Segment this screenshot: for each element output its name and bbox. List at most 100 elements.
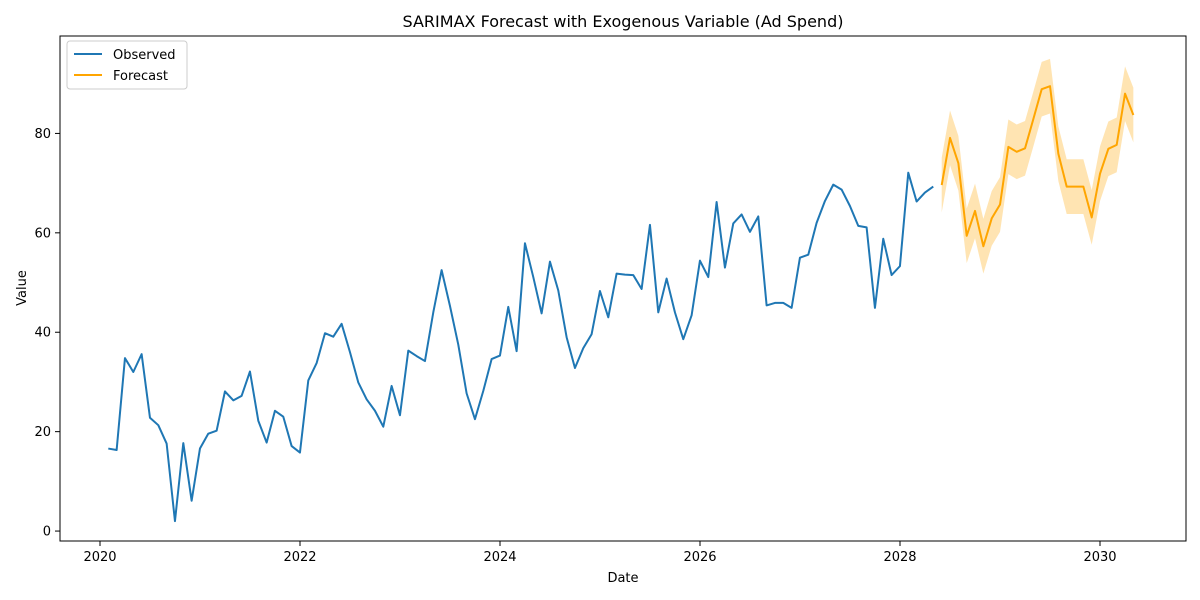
forecast-series-line [940,85,1135,248]
observed-point [866,226,868,228]
y-tick-label: 80 [34,127,51,142]
y-axis: 0 20 40 60 80 [34,127,60,540]
x-tick-label: 2024 [483,550,516,565]
observed-point [649,224,651,226]
observed-point [316,362,318,364]
y-tick-label: 40 [34,326,51,341]
observed-point [824,200,826,202]
observed-point [299,452,301,454]
observed-point [274,410,276,412]
x-tick-label: 2028 [883,550,916,565]
forecast-point [982,245,984,247]
observed-point [257,420,259,422]
forecast-point [1091,216,1093,218]
observed-point [674,311,676,313]
legend: Observed Forecast [66,40,188,90]
observed-point [441,269,443,271]
observed-point [882,238,884,240]
observed-point [916,201,918,203]
observed-point [199,448,201,450]
plot-frame [59,35,1187,542]
observed-point [466,392,468,394]
forecast-point [1057,153,1059,155]
forecast-confidence-band [941,58,1134,274]
observed-point [841,189,843,191]
x-tick-label: 2026 [683,550,716,565]
observed-point [207,433,209,435]
observed-point [432,311,434,313]
observed-point [349,351,351,353]
observed-point [332,336,334,338]
observed-point [107,448,109,450]
observed-point [457,344,459,346]
observed-point [399,414,401,416]
observed-point [557,289,559,291]
observed-point [791,307,793,309]
observed-point [382,426,384,428]
observed-point [766,304,768,306]
observed-point [291,445,293,447]
observed-point [624,274,626,276]
observed-point [582,347,584,349]
observed-point [532,276,534,278]
observed-point [924,192,926,194]
observed-point [707,276,709,278]
observed-point [407,350,409,352]
observed-point [682,338,684,340]
observed-point [482,390,484,392]
observed-point [907,172,909,174]
observed-point [307,379,309,381]
observed-point [641,288,643,290]
observed-point [657,311,659,313]
forecast-point [1132,114,1134,116]
observed-point [799,257,801,259]
forecast-point [1082,186,1084,188]
observed-point [932,186,934,188]
observed-point [874,307,876,309]
observed-point [366,398,368,400]
x-tick-label: 2022 [283,550,316,565]
y-tick-label: 60 [34,226,51,241]
observed-point [516,350,518,352]
observed-point [782,302,784,304]
legend-label-observed: Observed [113,48,176,63]
y-axis-label: Value [15,270,30,306]
forecast-point [949,137,951,139]
observed-point [632,274,634,276]
observed-point [566,336,568,338]
x-axis: 2020 2022 2024 2026 2028 2030 [83,541,1117,565]
y-tick-label: 0 [43,525,51,540]
observed-point [391,385,393,387]
forecast-point [1124,93,1126,95]
observed-point [666,278,668,280]
forecast-point [991,217,993,219]
observed-point [741,213,743,215]
observed-point [541,312,543,314]
observed-point [124,357,126,359]
y-tick-label: 20 [34,425,51,440]
observed-point [607,316,609,318]
observed-point [491,358,493,360]
observed-point [232,399,234,401]
observed-point [374,410,376,412]
observed-point [816,222,818,224]
forecast-point [1041,88,1043,90]
observed-point [832,184,834,186]
series-layer [107,85,1135,523]
observed-point [166,443,168,445]
observed-point [149,417,151,419]
observed-point [716,201,718,203]
observed-point [524,242,526,244]
observed-point [507,306,509,308]
observed-point [899,265,901,267]
observed-point [449,305,451,307]
observed-point [341,323,343,325]
observed-point [699,260,701,262]
observed-point [324,332,326,334]
forecast-point [1032,118,1034,120]
observed-series-line [108,171,934,523]
forecast-point [1107,148,1109,150]
forecast-point [1066,186,1068,188]
